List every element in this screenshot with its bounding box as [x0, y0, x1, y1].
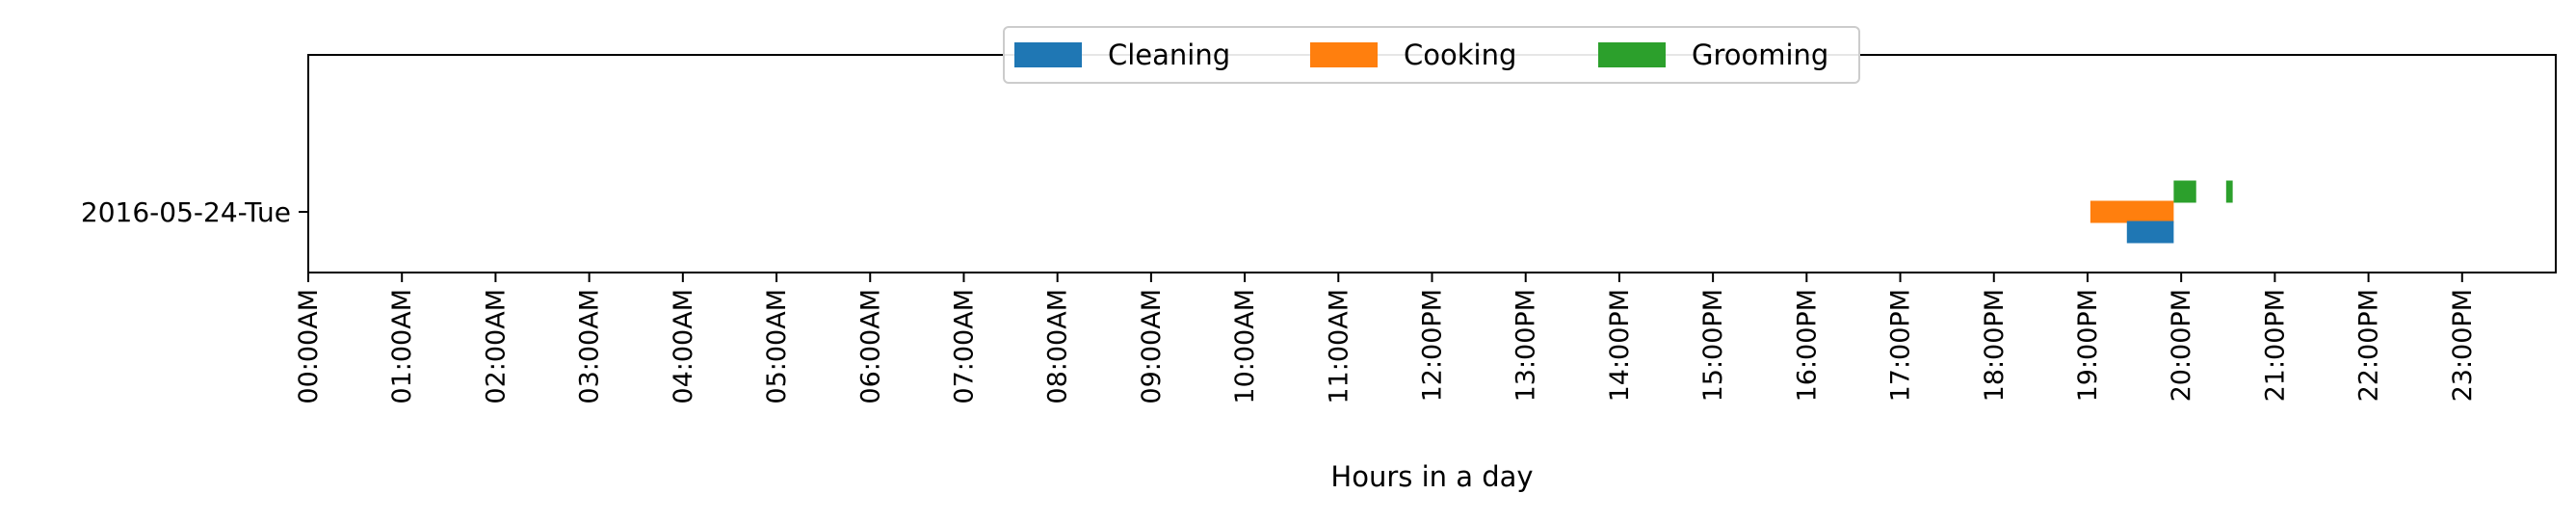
x-tick-label: 01:00AM [387, 289, 417, 404]
x-tick-label: 03:00AM [575, 289, 605, 404]
x-tick-label: 07:00AM [949, 289, 979, 404]
x-axis-ticks: 00:00AM 01:00AM 02:00AM 03:00AM 04:00AM 05:00… [294, 273, 2478, 404]
cooking-bar-1 [2090, 200, 2174, 223]
x-tick-label: 20:00PM [2167, 289, 2196, 402]
x-tick-label: 21:00PM [2260, 289, 2290, 402]
x-tick-label: 08:00AM [1043, 289, 1073, 404]
x-tick-label: 22:00PM [2354, 289, 2384, 402]
legend: Cleaning Cooking Grooming [1003, 26, 1860, 84]
cleaning-bar-1 [2126, 221, 2174, 244]
y-tick-label: 2016-05-24-Tue [81, 196, 291, 228]
x-tick-label: 16:00PM [1792, 289, 1822, 402]
grooming-legend-swatch [1598, 42, 1666, 67]
grooming-bar-2 [2225, 180, 2233, 203]
x-tick-label: 06:00AM [855, 289, 885, 404]
x-tick-label: 18:00PM [1980, 289, 2010, 402]
x-tick-label: 02:00AM [481, 289, 511, 404]
bars-layer [2090, 180, 2233, 244]
x-tick-label: 11:00AM [1324, 289, 1354, 404]
x-tick-label: 14:00PM [1605, 289, 1635, 402]
x-tick-label: 19:00PM [2073, 289, 2103, 402]
x-tick-label: 10:00AM [1230, 289, 1260, 404]
x-tick-label: 23:00PM [2448, 289, 2478, 402]
legend-box [1003, 26, 1860, 84]
x-tick-label: 05:00AM [762, 289, 792, 404]
cooking-legend-swatch [1310, 42, 1378, 67]
y-axis-ticks: 2016-05-24-Tue [81, 196, 308, 228]
x-tick-label: 09:00AM [1137, 289, 1167, 404]
x-tick-label: 17:00PM [1886, 289, 1916, 402]
x-tick-label: 00:00AM [294, 289, 324, 404]
x-tick-label: 15:00PM [1698, 289, 1728, 402]
cooking-legend-label: Cooking [1404, 39, 1516, 71]
x-tick-label: 13:00PM [1511, 289, 1541, 402]
x-tick-label: 12:00PM [1418, 289, 1448, 402]
cleaning-legend-swatch [1014, 42, 1082, 67]
x-tick-label: 04:00AM [669, 289, 698, 404]
x-axis-label: Hours in a day [1330, 460, 1533, 493]
grooming-legend-label: Grooming [1692, 39, 1828, 71]
cleaning-legend-label: Cleaning [1108, 39, 1230, 71]
grooming-bar-1 [2173, 180, 2196, 203]
